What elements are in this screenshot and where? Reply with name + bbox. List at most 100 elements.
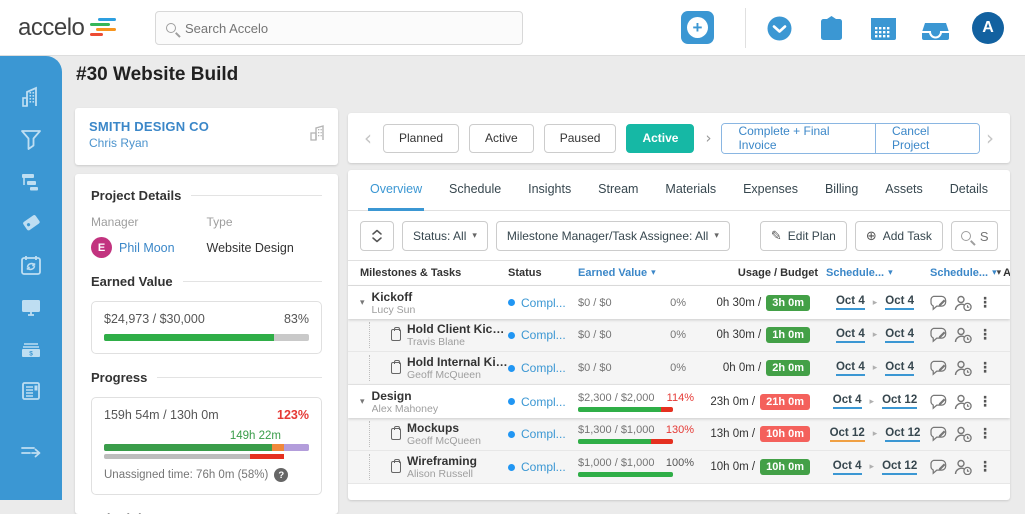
projects-icon[interactable] — [11, 160, 51, 202]
manager-link[interactable]: E Phil Moon — [91, 237, 207, 258]
flow-scroll-right-icon[interactable]: › — [980, 126, 1000, 150]
tickets-icon[interactable] — [11, 202, 51, 244]
assignee-filter-dropdown[interactable]: Milestone Manager/Task Assignee: All ▾ — [496, 221, 730, 251]
start-date-link[interactable]: Oct 4 — [833, 460, 862, 475]
global-search-input[interactable] — [185, 21, 512, 36]
invoices-icon[interactable] — [11, 370, 51, 412]
status-link[interactable]: Compl... — [521, 328, 566, 342]
create-button[interactable]: + — [681, 11, 714, 44]
row-menu-icon[interactable]: ⋮ — [978, 361, 992, 375]
client-card[interactable]: SMITH DESIGN CO Chris Ryan — [75, 108, 338, 165]
user-avatar[interactable]: A — [972, 12, 1004, 44]
header-schedule-due[interactable]: Schedule... ▾ — [930, 267, 997, 279]
tab-insights[interactable]: Insights — [526, 170, 573, 211]
due-date-link[interactable]: Oct 12 — [882, 394, 917, 409]
complete-final-invoice-button[interactable]: Complete + Final Invoice — [722, 124, 875, 153]
row-menu-icon[interactable]: ⋮ — [978, 427, 992, 441]
task-name[interactable]: Hold Client Kickoff ... — [407, 322, 508, 336]
milestone-name[interactable]: Design — [372, 389, 439, 403]
assign-time-icon[interactable] — [954, 295, 972, 311]
row-menu-icon[interactable]: ⋮ — [978, 460, 992, 474]
start-date-link[interactable]: Oct 4 — [836, 295, 865, 310]
note-icon[interactable] — [930, 459, 948, 475]
status-paused-button[interactable]: Paused — [544, 124, 617, 153]
cancel-project-button[interactable]: Cancel Project — [875, 124, 979, 153]
timers-icon[interactable] — [764, 13, 794, 43]
add-task-button[interactable]: ⊕ Add Task — [855, 221, 943, 251]
logo-mark-icon — [90, 18, 116, 38]
assets-icon[interactable] — [11, 286, 51, 328]
header-earned-value[interactable]: Earned Value ▾ — [578, 267, 700, 279]
companies-icon[interactable] — [11, 76, 51, 118]
tab-materials[interactable]: Materials — [663, 170, 718, 211]
earned-amount: $2,300 / $2,000 — [578, 392, 654, 404]
budget-badge: 10h 0m — [760, 426, 810, 442]
note-icon[interactable] — [930, 327, 948, 343]
accelo-logo[interactable]: accelo — [18, 14, 116, 42]
edit-plan-button[interactable]: ✎ Edit Plan — [760, 221, 847, 251]
note-icon[interactable] — [930, 360, 948, 376]
table-search[interactable] — [951, 221, 998, 251]
note-icon[interactable] — [930, 394, 948, 410]
expand-nav-icon[interactable] — [11, 430, 51, 472]
status-link[interactable]: Compl... — [521, 296, 566, 310]
row-menu-icon[interactable]: ⋮ — [978, 395, 992, 409]
task-name[interactable]: Mockups — [407, 421, 481, 435]
row-menu-icon[interactable]: ⋮ — [978, 296, 992, 310]
flow-scroll-left-icon[interactable]: ‹ — [358, 126, 378, 150]
collapse-caret-icon[interactable]: ▾ — [360, 397, 365, 407]
status-link[interactable]: Compl... — [521, 361, 566, 375]
due-date-link[interactable]: Oct 4 — [885, 361, 914, 376]
inbox-icon[interactable] — [920, 13, 950, 43]
header-schedule-start[interactable]: Schedule... ▾ — [820, 267, 930, 279]
status-link[interactable]: Compl... — [521, 395, 566, 409]
due-date-link[interactable]: Oct 12 — [882, 460, 917, 475]
status-link[interactable]: Compl... — [521, 460, 566, 474]
due-date-link[interactable]: Oct 4 — [885, 328, 914, 343]
task-name[interactable]: Hold Internal Kickof... — [407, 355, 508, 369]
collapse-all-button[interactable] — [360, 221, 394, 251]
assign-time-icon[interactable] — [954, 360, 972, 376]
progress-percent: 123% — [277, 408, 309, 422]
earned-value-heading: Earned Value — [91, 274, 173, 289]
tab-details[interactable]: Details — [948, 170, 990, 211]
start-date-link[interactable]: Oct 4 — [836, 328, 865, 343]
tab-overview[interactable]: Overview — [368, 170, 424, 211]
status-filter-dropdown[interactable]: Status: All ▾ — [402, 221, 488, 251]
note-icon[interactable] — [930, 426, 948, 442]
table-search-input[interactable] — [980, 229, 988, 244]
status-current-button[interactable]: Active — [626, 124, 694, 153]
milestone-name[interactable]: Kickoff — [372, 290, 416, 304]
assign-time-icon[interactable] — [954, 426, 972, 442]
tasks-icon[interactable] — [816, 13, 846, 43]
collapse-caret-icon[interactable]: ▾ — [360, 298, 365, 308]
help-icon[interactable]: ? — [274, 468, 288, 482]
tab-stream[interactable]: Stream — [596, 170, 640, 211]
billing-icon[interactable]: $ — [11, 328, 51, 370]
tab-assets[interactable]: Assets — [883, 170, 925, 211]
due-date-link[interactable]: Oct 12 — [885, 427, 920, 442]
calendar-icon[interactable] — [868, 13, 898, 43]
tab-expenses[interactable]: Expenses — [741, 170, 800, 211]
assign-time-icon[interactable] — [954, 327, 972, 343]
note-icon[interactable] — [930, 295, 948, 311]
start-date-link[interactable]: Oct 12 — [830, 427, 865, 442]
task-name[interactable]: Wireframing — [407, 454, 477, 468]
tab-billing[interactable]: Billing — [823, 170, 860, 211]
task-indent — [369, 454, 391, 480]
global-search[interactable] — [155, 11, 523, 45]
row-menu-icon[interactable]: ⋮ — [978, 328, 992, 342]
collapse-icon — [371, 229, 383, 243]
status-planned-button[interactable]: Planned — [383, 124, 459, 153]
start-date-link[interactable]: Oct 4 — [836, 361, 865, 376]
retainers-icon[interactable] — [11, 244, 51, 286]
assign-time-icon[interactable] — [954, 459, 972, 475]
due-date-link[interactable]: Oct 4 — [885, 295, 914, 310]
tab-schedule[interactable]: Schedule — [447, 170, 503, 211]
table-toolbar: Status: All ▾ Milestone Manager/Task Ass… — [348, 211, 1010, 260]
sales-funnel-icon[interactable] — [11, 118, 51, 160]
status-active-button[interactable]: Active — [469, 124, 534, 153]
start-date-link[interactable]: Oct 4 — [833, 394, 862, 409]
assign-time-icon[interactable] — [954, 394, 972, 410]
status-link[interactable]: Compl... — [521, 427, 566, 441]
